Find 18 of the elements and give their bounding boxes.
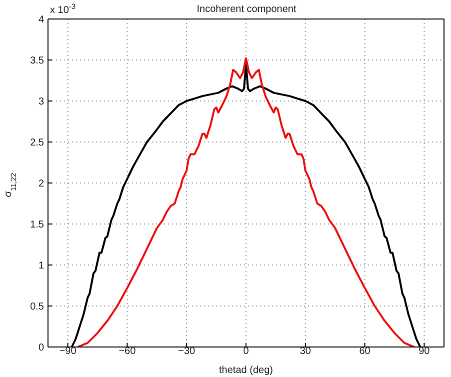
y-tick-label: 2 [38,178,44,190]
text: x 10$^{-3}$ [50,2,76,16]
chart-title: Incoherent component [196,4,296,15]
x-tick-label: 30 [300,346,312,358]
y-tick-label: 3.5 [30,56,44,67]
x-tick-label: −90 [59,346,77,358]
y-tick-label: 3 [38,96,44,108]
x-tick-label: 60 [359,346,371,358]
x-axis-title: thetad (deg) [219,365,273,376]
y-tick-label: 2.5 [30,138,44,149]
y-tick-label: 4 [38,14,44,26]
x-tick-label: −60 [118,346,136,358]
x-tick-label: −30 [178,346,196,358]
y-tick-label: 1 [38,260,44,272]
x-tick-label: 0 [243,346,250,358]
x-tick-label: 90 [418,346,430,358]
y-tick-label: 0.5 [30,302,44,313]
y-tick-label: 1.5 [30,220,44,231]
